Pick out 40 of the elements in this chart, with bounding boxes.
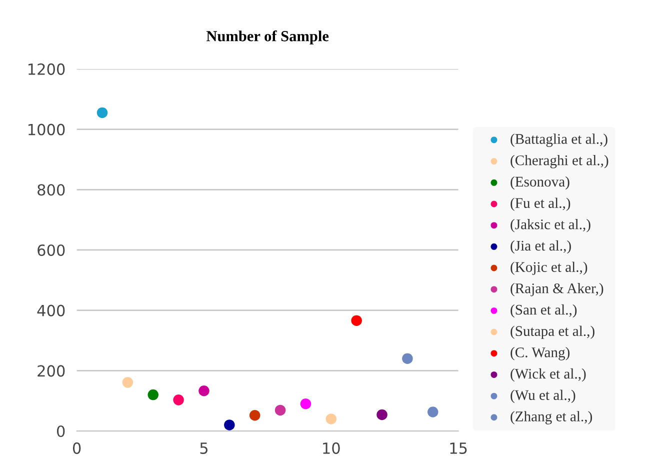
x-tick-label: 0 (72, 442, 81, 454)
legend-label: (Esonova) (510, 176, 570, 190)
legend-label: (Jia et al.,) (510, 240, 571, 254)
y-tick-label: 400 (37, 304, 65, 316)
legend-label: (Zhang et al.,) (510, 411, 592, 424)
point (249, 410, 260, 421)
legend-label: (Sutapa et al.,) (510, 326, 594, 339)
point (300, 398, 312, 410)
point (427, 406, 438, 418)
legend-label: (C. Wang) (510, 347, 570, 360)
x-tick-label: 10 (323, 442, 340, 454)
legend-label: (Fu et al.,) (510, 198, 570, 211)
legend-label: (Wick et al.,) (510, 368, 586, 382)
y-tick-label: 800 (38, 184, 65, 196)
y-tick-label: 0 (56, 425, 65, 438)
legend-label: (Battaglia et al.,) (510, 134, 608, 147)
legend-label: (Jaksic et al.,) (510, 219, 590, 232)
y-tick-label: 600 (38, 244, 65, 256)
point (274, 404, 286, 416)
point (173, 394, 184, 406)
x-tick-label: 15 (450, 442, 467, 454)
y-tick-label: 1200 (28, 63, 65, 75)
x-tick-label: 5 (200, 442, 208, 454)
legend-label: (Wu et al.,) (510, 390, 576, 403)
point (122, 377, 134, 388)
y-tick-label: 200 (38, 365, 65, 377)
point (96, 107, 108, 118)
legend-label: (Cheraghi et al.,) (510, 154, 608, 168)
legend-label: (Kojic et al.,) (510, 262, 588, 275)
point (198, 386, 210, 396)
chart-title: Number of Sample (206, 30, 329, 44)
point (351, 315, 362, 326)
point (148, 389, 158, 400)
point (326, 414, 337, 424)
legend-label: (San et al.,) (510, 304, 577, 318)
legend-label: (Rajan & Aker,) (510, 283, 604, 296)
point (402, 353, 413, 364)
point (376, 409, 388, 420)
point (224, 420, 235, 430)
y-tick-label: 1000 (28, 124, 65, 136)
